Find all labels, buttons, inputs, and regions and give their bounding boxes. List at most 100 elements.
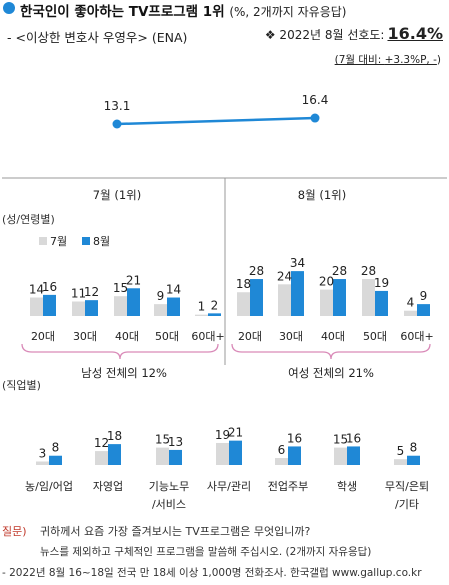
bar-jul [394,459,407,465]
age-category-label: 40대 [115,330,139,343]
bar-jul-value-label: 19 [215,428,230,442]
bar-jul-value-label: 15 [333,433,348,447]
bar-aug [417,304,430,316]
bar-jul-value-label: 1 [198,300,206,314]
bar-jul-value-label: 15 [155,433,170,447]
age-category-label: 50대 [155,330,179,343]
question-line-1: 귀하께서 요즘 가장 즐겨보시는 TV프로그램은 무엇입니까? [40,525,311,538]
trend-period-label: 7월 (1위) [93,188,141,202]
title-text: 한국인이 좋아하는 TV프로그램 1위 [20,4,225,20]
bar-jul-value-label: 4 [407,296,415,310]
bar-aug [347,446,360,465]
bar-jul [237,292,250,316]
bar-jul [30,297,43,316]
bar-aug-value-label: 16 [287,431,302,445]
bar-aug [288,446,301,465]
bar-jul [275,458,288,465]
title-note: (%, 2개까지 자유응답) [229,5,347,19]
bar-aug [127,288,140,316]
bar-jul [114,296,127,316]
age-category-label: 20대 [238,330,262,343]
bar-aug-value-label: 12 [84,285,99,299]
job-category-label: 기능노무 [149,480,189,493]
bar-aug [291,271,304,316]
bar-aug-value-label: 14 [166,283,181,297]
bar-jul [216,442,229,465]
bar-aug-value-label: 16 [42,280,57,294]
bar-aug-value-label: 19 [374,276,389,290]
bar-aug-value-label: 13 [168,435,183,449]
bar-jul [72,301,85,316]
age-category-label: 50대 [363,330,387,343]
program-subtitle: - <이상한 변호사 우영우> (ENA) [7,30,188,45]
trend-line [116,116,316,126]
bar-jul [278,284,291,316]
question-line-2: 뉴스를 제외하고 구체적인 프로그램을 말씀해 주십시오. (2개까지 자유응답… [40,546,372,558]
bar-aug-value-label: 21 [126,273,141,287]
bar-jul-value-label: 5 [397,444,405,458]
age-category-label: 60대+ [400,330,433,343]
bar-jul [404,310,417,316]
bar-aug [229,440,242,465]
bar-jul-value-label: 18 [236,277,251,291]
bar-jul-value-label: 20 [319,275,334,289]
change-suffix: ) [436,54,441,66]
trend-value-label: 16.4 [302,93,329,107]
bar-aug-value-label: 9 [420,289,428,303]
bar-aug [375,290,388,316]
bar-aug-value-label: 18 [107,429,122,443]
female-brace [231,343,431,360]
survey-source: - 2022년 8월 16~18일 전국 만 18세 이상 1,000명 전화조… [2,567,422,579]
bar-jul-value-label: 3 [39,447,47,461]
change-value: +3.3%P, - [384,54,437,66]
bar-jul [95,451,108,465]
bar-jul-value-label: 12 [94,436,109,450]
preference-value: 16.4% [387,24,443,43]
bar-jul-value-label: 28 [361,264,376,278]
trend-value-label: 13.1 [104,99,131,113]
legend-aug-swatch [82,237,90,245]
bar-aug [169,449,182,465]
bar-jul-value-label: 11 [71,286,86,300]
trend-point [112,119,122,129]
bar-jul [195,314,208,316]
bar-aug-value-label: 28 [249,264,264,278]
bar-aug [167,297,180,316]
job-category-label: 사무/관리 [207,480,251,493]
bar-aug-value-label: 16 [346,431,361,445]
age-category-label: 40대 [321,330,345,343]
male-brace [21,343,219,360]
gender-age-section-label: (성/연령별) [2,213,55,226]
bar-jul-value-label: 15 [113,281,128,295]
bar-aug [108,444,121,465]
job-category-label: 농/임/어업 [25,480,73,493]
male-total-label: 남성 전체의 12% [81,366,167,380]
title-bullet-icon [3,2,15,14]
bar-aug-value-label: 2 [211,298,219,312]
bar-aug-value-label: 28 [332,264,347,278]
legend-aug-label: 8월 [93,235,110,248]
bar-jul-value-label: 9 [157,289,165,303]
bar-jul [36,461,49,465]
age-category-label: 30대 [279,330,303,343]
bar-aug [85,300,98,316]
bar-jul [156,447,169,465]
job-category-label: 학생 [337,480,357,493]
preference-label: ❖ 2022년 8월 선호도: [264,28,385,42]
bar-jul-value-label: 24 [277,269,292,283]
job-category-label: 무직/은퇴 [385,480,429,493]
bar-jul [362,279,375,316]
bar-aug [407,455,420,465]
bar-aug [208,313,221,316]
age-category-label: 60대+ [191,330,224,343]
age-category-label: 30대 [73,330,97,343]
bar-jul-value-label: 14 [29,283,44,297]
bar-jul [154,304,167,316]
bar-jul [320,289,333,316]
bar-jul [334,447,347,465]
bar-aug [250,279,263,316]
trend-point [310,113,320,123]
question-label: 질문) [2,525,27,538]
legend-jul-swatch [39,237,47,245]
